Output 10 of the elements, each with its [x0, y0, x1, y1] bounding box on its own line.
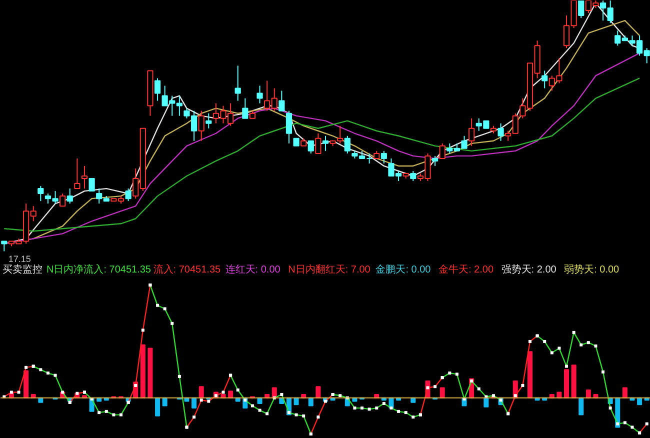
text: 17.15 [8, 254, 31, 264]
chart-title: 买卖监控 [2, 264, 42, 276]
text: 强势天: 2.00 [501, 264, 557, 276]
text: 流入: 70451.35 [153, 264, 222, 276]
text: 金牛天: 2.00 [438, 264, 494, 276]
text: N日内净流入: 70451.35 [46, 264, 152, 276]
text: 弱势天: 0.00 [564, 264, 620, 276]
text: 金鹏天: 0.00 [376, 264, 432, 276]
text: N日内翻红天: 7.00 [288, 264, 371, 276]
text: 连红天: 0.00 [225, 264, 281, 276]
